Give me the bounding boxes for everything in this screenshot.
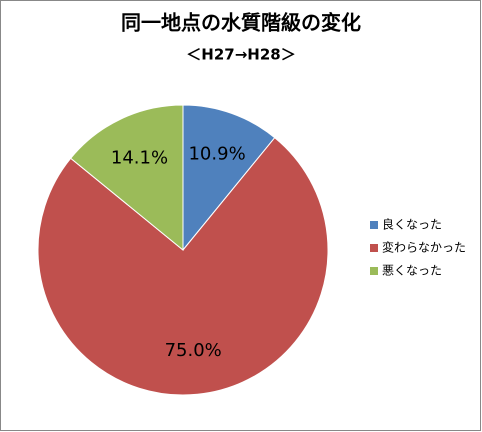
pie-slice bbox=[182, 104, 276, 252]
legend-swatch bbox=[370, 267, 378, 275]
legend-label: 悪くなった bbox=[382, 264, 442, 278]
chart-subtitle: ＜H27→H28＞ bbox=[186, 46, 295, 64]
legend-swatch bbox=[370, 221, 378, 229]
legend-label: 良くなった bbox=[382, 217, 442, 232]
legend-swatch bbox=[370, 244, 378, 252]
data-label: 75.0% bbox=[165, 340, 222, 361]
legend-label: 変わらなかった bbox=[382, 240, 466, 255]
pie-slice bbox=[69, 104, 184, 252]
data-label: 10.9% bbox=[188, 143, 245, 164]
chart-title: 同一地点の水質階級の変化 bbox=[121, 11, 361, 35]
data-label: 14.1% bbox=[111, 147, 168, 168]
pie-slice bbox=[37, 136, 329, 396]
